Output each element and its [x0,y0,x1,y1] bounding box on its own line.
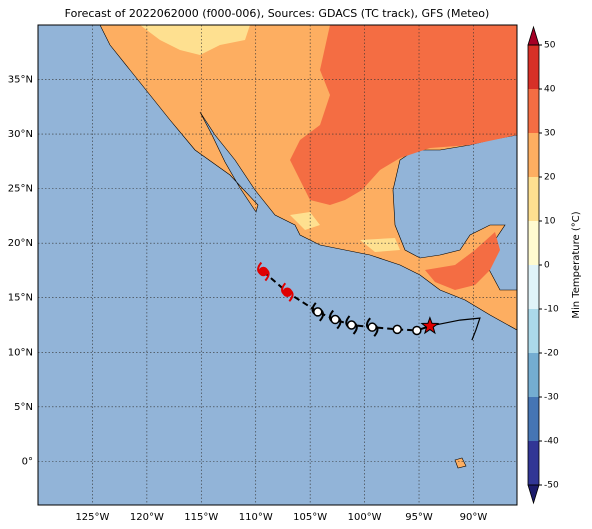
y-tick-label: 10°N [8,347,33,358]
colorbar-segment [528,45,539,89]
colorbar-under [527,484,540,505]
current-position [420,316,440,335]
colorbar-segment [528,265,539,309]
storm-center [313,307,323,317]
colorbar-segment [528,133,539,177]
observed-track [429,317,481,341]
y-tick-label: 35°N [8,75,33,86]
colorbar-tick-label: -20 [544,349,559,359]
colorbar-tick-label: 10 [544,217,556,227]
storm-center [330,314,340,325]
storm-center [282,287,293,298]
x-tick-label: 115°W [184,512,218,523]
colorbar-label: Min Temperature (°C) [571,211,582,318]
y-tick-label: 0° [22,456,33,467]
y-tick-label: 20°N [8,238,33,249]
track [257,261,481,341]
colorbar-segment [528,353,539,397]
y-tick-label: 30°N [8,129,33,140]
islands [454,457,467,469]
colorbar-segment [528,89,539,133]
x-tick-label: 100°W [348,512,382,523]
storm-center [258,266,269,277]
colorbar-tick-label: 40 [544,85,556,95]
colorbar-tick-label: 0 [544,261,550,271]
storm-center [346,320,357,330]
colorbar-segment [528,397,539,441]
colorbar-tick-label: 30 [544,129,556,139]
colorbar-tick-label: -30 [544,393,559,403]
colorbar-tick-label: -40 [544,437,559,447]
x-tick-label: 105°W [293,512,327,523]
colorbar-segment [528,441,539,485]
y-tick-label: 25°N [8,184,33,195]
warm-region [290,25,517,290]
x-tick-label: 110°W [239,512,273,523]
colorbar-segment [528,309,539,353]
colorbar-tick-label: -50 [544,481,559,491]
map-frame [37,24,518,506]
map-title: Forecast of 2022062000 (f000-006), Sourc… [65,7,490,20]
colorbar-segment [528,177,539,221]
colorbar-tick-label: -10 [544,305,559,315]
colorbar-tick-label: 20 [544,173,556,183]
colorbar-segment [528,221,539,265]
x-tick-label: 90°W [460,512,488,523]
track-point [412,325,422,336]
track-point [392,324,402,335]
grid [38,25,517,505]
storm-center [367,322,377,332]
y-tick-label: 15°N [8,293,33,304]
colorbar: -50 -40 -30 -20 -10 0 10 20 30 40 50 [527,25,559,505]
x-tick-label: 95°W [405,512,433,523]
x-tick-label: 125°W [75,512,109,523]
colorbar-tick-label: 50 [544,41,556,51]
y-tick-label: 5°N [14,402,33,413]
x-tick-label: 120°W [130,512,164,523]
colorbar-over [527,25,540,46]
